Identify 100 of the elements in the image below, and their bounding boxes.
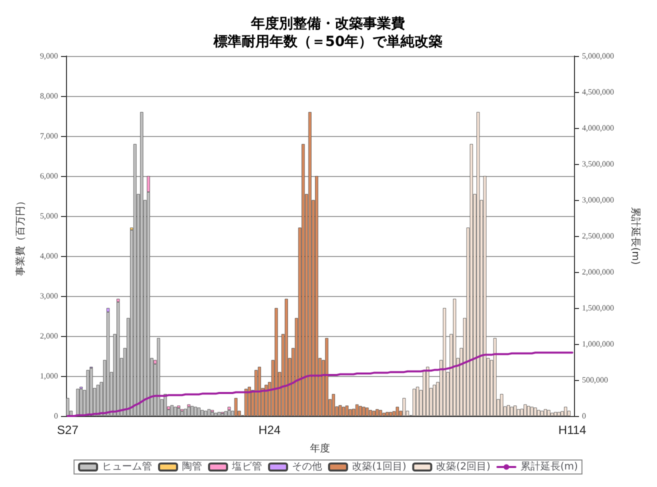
bar bbox=[422, 370, 426, 416]
bar bbox=[368, 410, 372, 416]
bar bbox=[106, 312, 110, 416]
bar bbox=[210, 412, 214, 416]
y2-tick-label: 3,000,000 bbox=[582, 196, 614, 204]
x-axis-title: 年度 bbox=[310, 442, 330, 454]
bar bbox=[133, 144, 137, 416]
bar bbox=[355, 404, 359, 416]
bar bbox=[156, 338, 160, 416]
chart-subtitle: 標準耐用年数（＝50年）で単純改築 bbox=[212, 34, 443, 50]
x-tick-label: H114 bbox=[558, 423, 587, 437]
y-tick-label: 2,000 bbox=[40, 332, 58, 340]
bar bbox=[116, 302, 120, 416]
bar bbox=[177, 408, 180, 416]
y2-tick-label: 5,000,000 bbox=[582, 52, 614, 60]
bar bbox=[379, 410, 382, 416]
bar bbox=[258, 366, 261, 416]
bar bbox=[396, 406, 399, 416]
bar bbox=[426, 366, 430, 416]
y2-tick-label: 500,000 bbox=[582, 376, 608, 384]
bar bbox=[530, 406, 534, 416]
y-tick-label: 3,000 bbox=[40, 292, 58, 300]
bar bbox=[76, 388, 80, 416]
bar bbox=[550, 412, 554, 416]
bar bbox=[187, 406, 190, 416]
x-tick-label: S27 bbox=[57, 423, 79, 437]
bar bbox=[540, 410, 544, 416]
bar bbox=[264, 384, 268, 416]
bar bbox=[524, 404, 527, 416]
bar bbox=[274, 308, 278, 416]
bar bbox=[348, 409, 352, 416]
bar bbox=[352, 408, 356, 416]
bar bbox=[184, 408, 187, 416]
bar bbox=[90, 368, 93, 416]
bar bbox=[366, 408, 369, 416]
bar bbox=[514, 406, 517, 416]
bar bbox=[389, 412, 392, 416]
bar bbox=[493, 338, 496, 416]
legend-label: ヒューム管 bbox=[102, 462, 152, 472]
bar bbox=[194, 406, 198, 416]
bar bbox=[537, 410, 540, 416]
bar bbox=[170, 405, 174, 416]
bar bbox=[197, 408, 200, 416]
bar bbox=[234, 398, 238, 416]
y2-tick-label: 2,500,000 bbox=[582, 232, 614, 240]
bar bbox=[80, 388, 83, 416]
y2-tick-label: 1,000,000 bbox=[582, 340, 614, 348]
bar bbox=[332, 394, 336, 416]
y2-axis-title: 累計延長(m) bbox=[630, 207, 642, 265]
bar bbox=[66, 398, 70, 416]
legend-label: 改築(1回目) bbox=[352, 462, 406, 472]
bar bbox=[382, 412, 386, 416]
bar bbox=[180, 411, 184, 416]
bar bbox=[432, 384, 436, 416]
bar bbox=[207, 409, 211, 416]
bar bbox=[547, 410, 550, 416]
bar bbox=[358, 406, 362, 416]
bar bbox=[342, 406, 346, 416]
bar bbox=[228, 410, 231, 416]
y-tick-label: 0 bbox=[54, 412, 58, 420]
bar bbox=[302, 144, 305, 416]
y-axis-title: 事業費（百万円） bbox=[14, 196, 26, 276]
bar bbox=[204, 410, 208, 416]
bar bbox=[362, 406, 366, 416]
bar bbox=[218, 412, 221, 416]
y-tick-label: 8,000 bbox=[40, 92, 58, 100]
bar bbox=[315, 176, 318, 416]
bar bbox=[470, 144, 473, 416]
bar bbox=[416, 386, 420, 416]
y2-tick-label: 1,500,000 bbox=[582, 304, 614, 312]
bar bbox=[244, 388, 248, 416]
bar bbox=[442, 308, 446, 416]
bar bbox=[557, 412, 560, 416]
bar bbox=[308, 112, 312, 416]
y2-tick-label: 2,000,000 bbox=[582, 268, 614, 276]
bar bbox=[402, 398, 406, 416]
bar bbox=[500, 394, 504, 416]
y2-tick-label: 4,000,000 bbox=[582, 124, 614, 132]
bar bbox=[412, 388, 416, 416]
legend-label: その他 bbox=[292, 460, 322, 472]
bar bbox=[554, 412, 558, 416]
bar bbox=[254, 370, 258, 416]
bar bbox=[224, 411, 228, 416]
bar bbox=[527, 406, 530, 416]
bar bbox=[476, 112, 480, 416]
legend-label: 塩ビ管 bbox=[231, 460, 262, 472]
bar bbox=[510, 406, 514, 416]
legend-label: 改築(2回目) bbox=[436, 462, 490, 472]
y-tick-label: 7,000 bbox=[40, 132, 58, 140]
bar bbox=[338, 405, 342, 416]
y-tick-label: 9,000 bbox=[40, 52, 58, 60]
bar bbox=[248, 386, 251, 416]
bar bbox=[376, 409, 379, 416]
legend-label: 陶管 bbox=[182, 460, 202, 472]
y-tick-label: 5,000 bbox=[40, 212, 58, 220]
bar bbox=[284, 298, 288, 416]
bar bbox=[520, 408, 524, 416]
bar bbox=[164, 394, 167, 416]
bar bbox=[567, 410, 570, 416]
bar bbox=[372, 410, 376, 416]
